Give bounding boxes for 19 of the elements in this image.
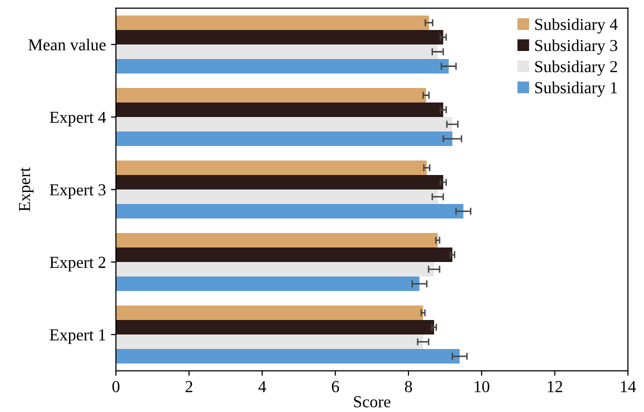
x-tick-label: 10 bbox=[474, 381, 490, 392]
y-tick-label: Expert 3 bbox=[50, 184, 106, 199]
x-axis-title: Score bbox=[354, 396, 390, 408]
y-tick-label: Mean value bbox=[28, 38, 106, 50]
x-tick-label: 2 bbox=[186, 381, 192, 392]
legend-label: Subsidiary 3 bbox=[535, 39, 618, 55]
y-tick-label: Expert 4 bbox=[50, 112, 106, 126]
x-tick-label: 8 bbox=[404, 381, 412, 392]
y-tick-label: Expert 2 bbox=[50, 256, 106, 272]
x-tick-label: 12 bbox=[548, 381, 562, 392]
x-tick-label: 4 bbox=[258, 381, 266, 392]
x-tick-label: 6 bbox=[332, 381, 340, 392]
y-tick-label: Expert 1 bbox=[50, 329, 106, 344]
x-tick-label: 0 bbox=[112, 381, 120, 392]
x-tick-label: 14 bbox=[621, 381, 636, 392]
y-axis-title: Expert bbox=[19, 167, 34, 212]
legend-label: Subsidiary 4 bbox=[535, 18, 618, 34]
legend-label: Subsidiary 2 bbox=[535, 60, 617, 76]
legend-label: Subsidiary 1 bbox=[535, 82, 617, 97]
